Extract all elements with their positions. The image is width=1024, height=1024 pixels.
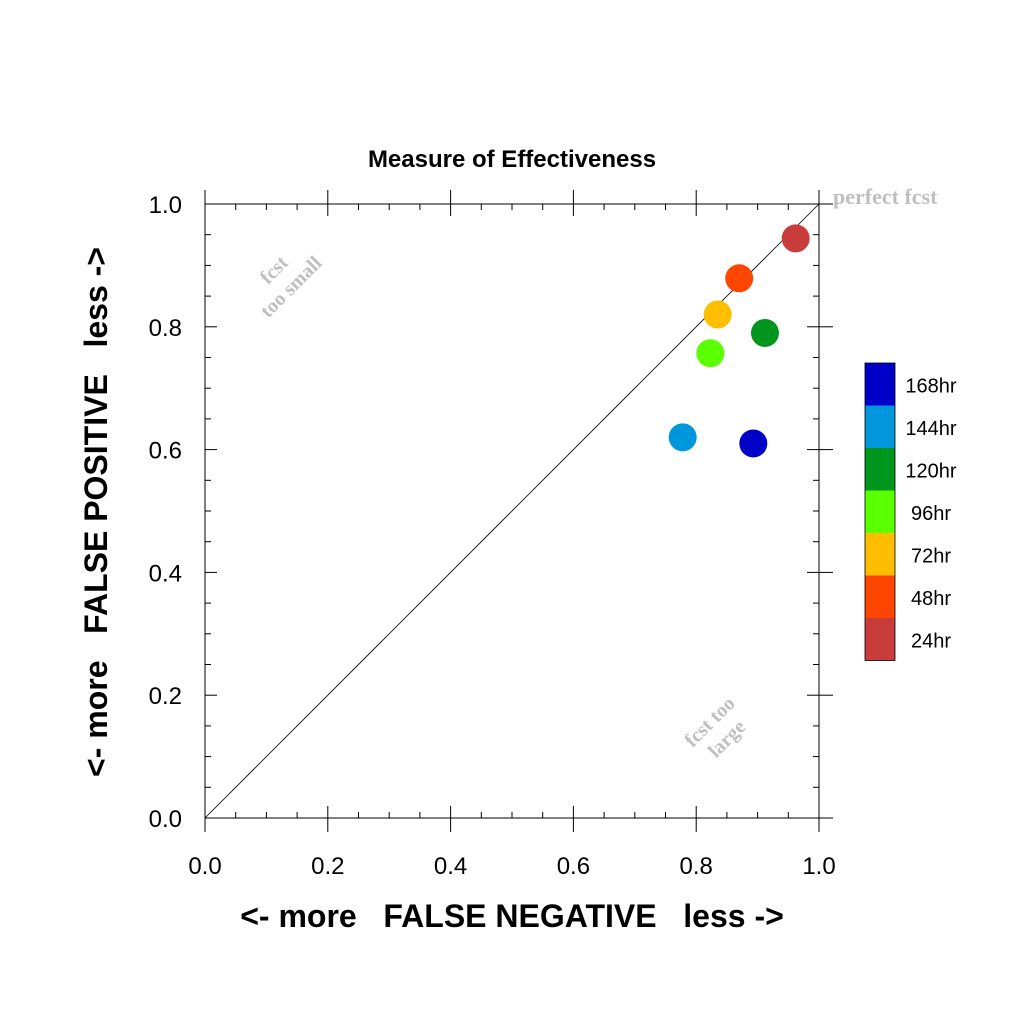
y-tick-label: 0.6 bbox=[149, 438, 182, 465]
y-tick-label: 0.8 bbox=[149, 315, 182, 342]
legend-label-48hr: 48hr bbox=[911, 588, 951, 610]
legend-swatch-168hr bbox=[865, 363, 895, 406]
y-tick-label: 0.2 bbox=[149, 683, 182, 710]
legend-label-168hr: 168hr bbox=[905, 375, 956, 397]
legend-swatch-24hr bbox=[865, 618, 895, 661]
point-48hr bbox=[725, 264, 754, 293]
data-points bbox=[668, 224, 810, 458]
y-tick-label: 1.0 bbox=[149, 192, 182, 219]
point-144hr bbox=[668, 423, 697, 452]
x-tick-label: 0.2 bbox=[311, 853, 344, 880]
y-tick-label: 0.0 bbox=[149, 806, 182, 833]
x-tick-label: 0.6 bbox=[557, 853, 590, 880]
point-120hr bbox=[750, 318, 779, 347]
annotation-fcst-too-small: fcst too small bbox=[256, 252, 327, 323]
legend-label-144hr: 144hr bbox=[905, 418, 956, 440]
point-96hr bbox=[696, 339, 725, 368]
legend-swatch-72hr bbox=[865, 533, 895, 576]
legend-swatch-144hr bbox=[865, 405, 895, 448]
y-tick-labels: 0.0 0.2 0.4 0.6 0.8 1.0 bbox=[149, 192, 182, 833]
legend-label-72hr: 72hr bbox=[911, 545, 951, 567]
annotation-perfect-fcst: perfect fcst bbox=[833, 184, 938, 209]
y-tick-label: 0.4 bbox=[149, 560, 182, 587]
legend-label-24hr: 24hr bbox=[911, 630, 951, 652]
y-axis-label: <- more FALSE POSITIVE less -> bbox=[78, 247, 114, 777]
x-tick-label: 0.8 bbox=[680, 853, 713, 880]
x-tick-label: 0.0 bbox=[188, 853, 221, 880]
x-tick-label: 1.0 bbox=[802, 853, 835, 880]
legend-swatch-48hr bbox=[865, 575, 895, 618]
x-tick-label: 0.4 bbox=[434, 853, 467, 880]
x-axis-label: <- more FALSE NEGATIVE less -> bbox=[240, 898, 784, 934]
point-24hr bbox=[781, 224, 810, 253]
legend-swatch-120hr bbox=[865, 448, 895, 491]
legend-label-120hr: 120hr bbox=[905, 460, 956, 482]
legend-label-96hr: 96hr bbox=[911, 503, 951, 525]
legend-swatch-96hr bbox=[865, 490, 895, 533]
annotation-fcst-too-large: fcst too large bbox=[681, 693, 751, 763]
axis-ticks bbox=[204, 190, 833, 832]
legend: 168hr 144hr 120hr 96hr 72hr 48hr 24hr bbox=[864, 362, 957, 661]
legend-frame bbox=[864, 362, 896, 661]
x-tick-labels: 0.0 0.2 0.4 0.6 0.8 1.0 bbox=[188, 853, 835, 880]
point-72hr bbox=[703, 300, 732, 329]
point-168hr bbox=[739, 429, 768, 458]
chart-title: Measure of Effectiveness bbox=[368, 146, 656, 173]
